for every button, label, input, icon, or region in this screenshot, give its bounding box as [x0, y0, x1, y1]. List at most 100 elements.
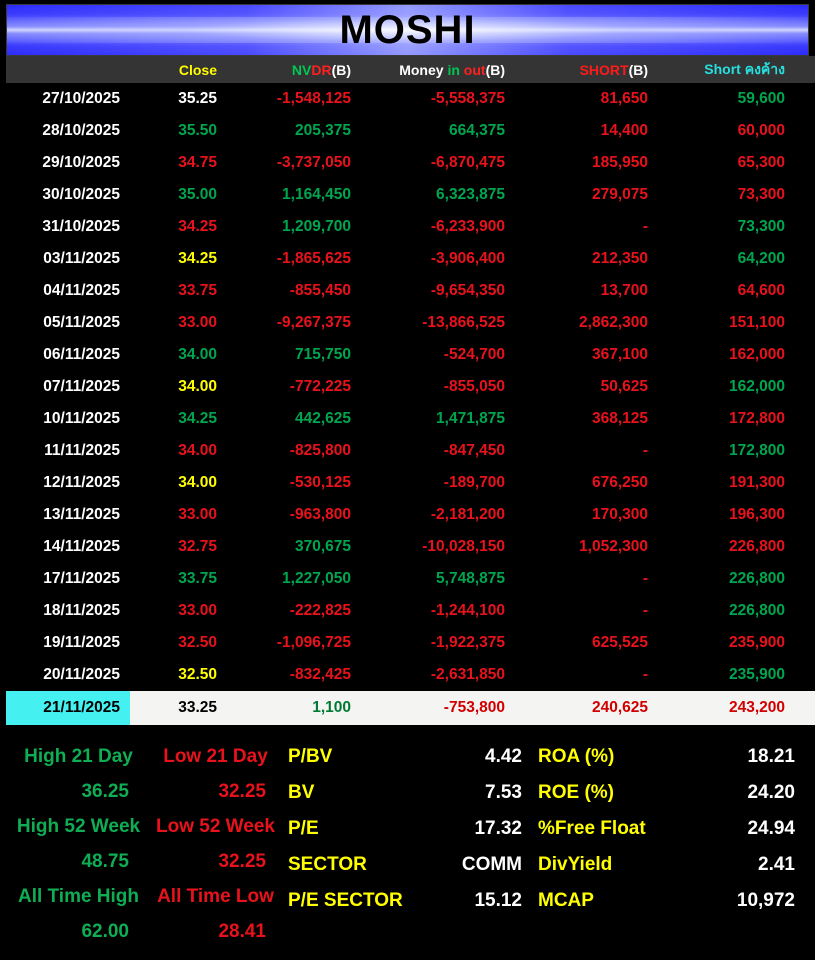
financial-value-2: 24.20 [747, 782, 795, 803]
financial-value-2: 24.94 [747, 818, 795, 839]
table-row[interactable]: 03/11/2025 34.25 -1,865,625 -3,906,400 212,3… [6, 243, 815, 275]
table-row[interactable]: 05/11/2025 33.00 -9,267,375 -13,866,525 2,86… [6, 307, 815, 339]
cell-money-in-out: -9,654,350 [361, 275, 515, 307]
cell-short-outstanding: 172,800 [658, 435, 795, 467]
cell-nvdr: 370,675 [227, 531, 361, 563]
table-row[interactable]: 07/11/2025 34.00 -772,225 -855,050 50,625 162… [6, 371, 815, 403]
cell-short: 279,075 [515, 179, 658, 211]
header-label-money-unit: (B) [485, 61, 505, 78]
cell-short-outstanding: 235,900 [658, 659, 795, 691]
cell-short: - [515, 211, 658, 243]
header-label-in: in [447, 61, 460, 78]
cell-date: 05/11/2025 [6, 307, 130, 339]
table-row[interactable]: 30/10/2025 35.00 1,164,450 6,323,875 279,075… [6, 179, 815, 211]
financial-value: 17.32 [474, 818, 522, 839]
header-label-nvdr-unit: (B) [331, 61, 351, 78]
cell-short: - [515, 435, 658, 467]
cell-close: 33.00 [130, 307, 227, 339]
cell-money-in-out: -3,906,400 [361, 243, 515, 275]
table-row[interactable]: 19/11/2025 32.50 -1,096,725 -1,922,375 625,5… [6, 627, 815, 659]
financial-value-2: 18.21 [747, 746, 795, 767]
table-row[interactable]: 17/11/2025 33.75 1,227,050 5,748,875-226,80… [6, 563, 815, 595]
cell-short-outstanding: 64,200 [658, 243, 795, 275]
financial-label: SECTOR [288, 854, 367, 875]
cell-close: 34.25 [130, 403, 227, 435]
low-value: 32.25 [218, 780, 266, 802]
header-label-dr: DR [311, 61, 332, 78]
cell-short-outstanding: 65,300 [658, 147, 795, 179]
cell-avg-short [795, 211, 815, 243]
cell-nvdr: 1,227,050 [227, 563, 361, 595]
financial-value: 4.42 [485, 746, 522, 767]
cell-avg-short: 35.08 [795, 147, 815, 179]
table-row[interactable]: 11/11/2025 34.00 -825,800 -847,450-172,800 [6, 435, 815, 467]
table-row[interactable]: 31/10/2025 34.25 1,209,700 -6,233,900-73,30… [6, 211, 815, 243]
cell-nvdr: 1,209,700 [227, 211, 361, 243]
cell-money-in-out: -1,922,375 [361, 627, 515, 659]
table-row[interactable]: 27/10/2025 35.25 -1,548,125 -5,558,375 81,65… [6, 83, 815, 115]
info-panel: High 21 Day Low 21 Day 36.25 32.25 High 52 W… [6, 731, 809, 949]
table-row[interactable]: 14/11/2025 32.75 370,675 -10,028,150 1,052,3… [6, 531, 815, 563]
cell-close: 32.75 [130, 531, 227, 563]
cell-date: 13/11/2025 [6, 499, 130, 531]
financials-block: P/BV 4.42 ROA (%) 18.21 BV 7.53 ROE (%) 24.20 P/… [284, 739, 809, 949]
cell-date: 29/10/2025 [6, 147, 130, 179]
cell-avg-short: 32.75 [795, 627, 815, 659]
high-label: All Time High [17, 885, 140, 907]
cell-short-outstanding: 172,800 [658, 403, 795, 435]
high-low-row: 62.00 28.41 [10, 914, 284, 949]
cell-short-outstanding: 162,000 [658, 339, 795, 371]
high-value: 48.75 [81, 850, 129, 872]
cell-money-in-out: -189,700 [361, 467, 515, 499]
cell-nvdr: -855,450 [227, 275, 361, 307]
column-header-outstanding[interactable]: Short คงค้าง [658, 56, 795, 83]
cell-close: 32.50 [130, 659, 227, 691]
financial-label-2: ROA (%) [538, 746, 615, 767]
cell-short-outstanding: 235,900 [658, 627, 795, 659]
cell-date: 28/10/2025 [6, 115, 130, 147]
column-header-close[interactable]: Close [130, 56, 227, 83]
cell-close: 33.75 [130, 563, 227, 595]
cell-short: 2,862,300 [515, 307, 658, 339]
column-header-short[interactable]: SHORT(B) [515, 56, 658, 83]
cell-date: 11/11/2025 [6, 435, 130, 467]
quote-table: Close NVDR(B) Money in out(B) SHORT(B) S… [6, 56, 815, 725]
cell-short: 368,125 [515, 403, 658, 435]
cell-avg-short [795, 659, 815, 691]
table-row[interactable]: 28/10/2025 35.50 205,375 664,375 14,400 60,00… [6, 115, 815, 147]
table-row[interactable]: 21/11/2025 33.25 1,100 -753,800 240,625 243,2… [6, 691, 815, 725]
column-header-money[interactable]: Money in out(B) [361, 56, 515, 83]
column-header-date[interactable] [6, 56, 130, 83]
cell-close: 33.00 [130, 499, 227, 531]
cell-money-in-out: -2,181,200 [361, 499, 515, 531]
cell-avg-short [795, 595, 815, 627]
cell-close: 35.25 [130, 83, 227, 115]
cell-avg-short: 34.09 [795, 403, 815, 435]
cell-avg-short: 34.25 [795, 275, 815, 307]
table-row[interactable]: 29/10/2025 34.75 -3,737,050 -6,870,475 185,9… [6, 147, 815, 179]
cell-nvdr: -222,825 [227, 595, 361, 627]
table-row[interactable]: 04/11/2025 33.75 -855,450 -9,654,350 13,700 6… [6, 275, 815, 307]
column-header-nvdr[interactable]: NVDR(B) [227, 56, 361, 83]
cell-short: - [515, 595, 658, 627]
cell-money-in-out: 664,375 [361, 115, 515, 147]
table-row[interactable]: 18/11/2025 33.00 -222,825 -1,244,100-226,80… [6, 595, 815, 627]
cell-money-in-out: -6,233,900 [361, 211, 515, 243]
cell-nvdr: -1,548,125 [227, 83, 361, 115]
cell-nvdr: -772,225 [227, 371, 361, 403]
low-label: Low 21 Day [163, 745, 268, 767]
header-label-short-unit: (B) [628, 61, 648, 78]
table-row[interactable]: 13/11/2025 33.00 -963,800 -2,181,200 170,300… [6, 499, 815, 531]
cell-nvdr: -1,865,625 [227, 243, 361, 275]
table-row[interactable]: 20/11/2025 32.50 -832,425 -2,631,850-235,90… [6, 659, 815, 691]
low-label: Low 52 Week [156, 815, 275, 837]
table-row[interactable]: 10/11/2025 34.25 442,625 1,471,875 368,125 17… [6, 403, 815, 435]
cell-date: 14/11/2025 [6, 531, 130, 563]
table-row[interactable]: 12/11/2025 34.00 -530,125 -189,700 676,250 19… [6, 467, 815, 499]
cell-money-in-out: -6,870,475 [361, 147, 515, 179]
header-label-out: out [463, 61, 486, 78]
column-header-avg-short[interactable]: Avg. Short [795, 56, 815, 83]
table-row[interactable]: 06/11/2025 34.00 715,750 -524,700 367,100 162… [6, 339, 815, 371]
high-low-row: 48.75 32.25 [10, 844, 284, 879]
cell-date: 20/11/2025 [6, 659, 130, 691]
